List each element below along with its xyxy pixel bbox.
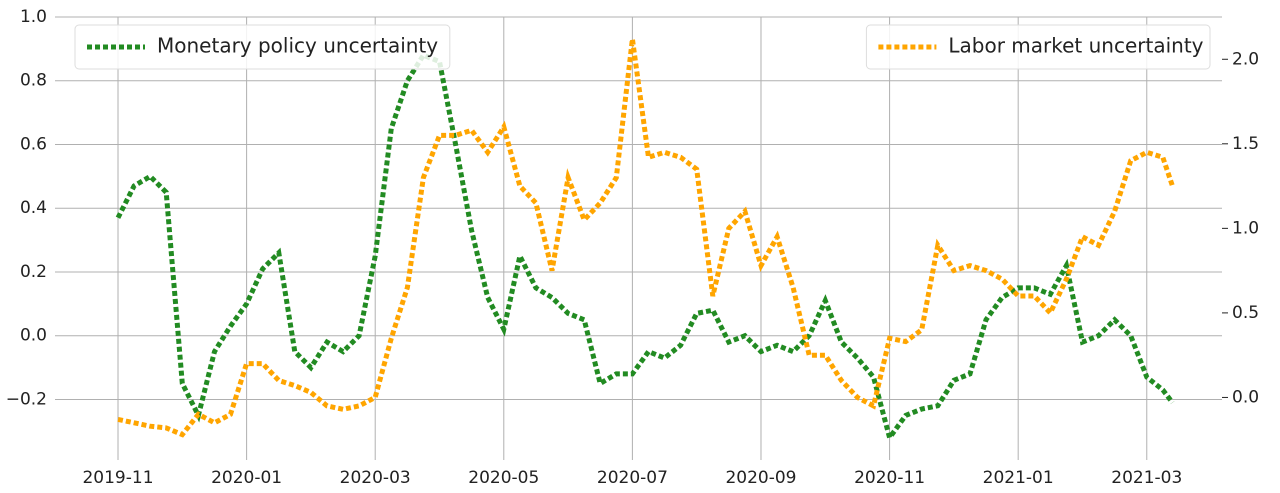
y2-tick-label: 1.0 [1232, 218, 1259, 238]
x-tick-label: 2020-05 [468, 468, 539, 488]
y2-tick-label: 2.0 [1232, 49, 1259, 69]
series-line [117, 38, 1175, 438]
legend-box [74, 24, 451, 70]
legend-label: Labor market uncertainty [948, 34, 1203, 58]
y-tick-label: 0.0 [20, 326, 47, 346]
y2-tick-label: 1.5 [1232, 134, 1259, 154]
x-tick-label: 2020-11 [854, 468, 925, 488]
x-tick-label: 2021-01 [983, 468, 1054, 488]
legend: Monetary policy uncertainty [74, 24, 451, 70]
x-tick-label: 2019-11 [82, 468, 153, 488]
x-tick-label: 2020-01 [211, 468, 282, 488]
y-tick-label: 0.8 [20, 71, 47, 91]
y-tick-label: 0.4 [20, 198, 47, 218]
x-tick-label: 2021-03 [1111, 468, 1182, 488]
y-tick-label: −0.2 [6, 389, 47, 409]
y-tick-label: 1.0 [20, 7, 47, 27]
legend: Labor market uncertainty [865, 24, 1211, 70]
x-tick-label: 2020-09 [725, 468, 796, 488]
y-tick-label: 0.6 [20, 134, 47, 154]
legend-label: Monetary policy uncertainty [157, 34, 438, 58]
x-tick-label: 2020-03 [340, 468, 411, 488]
y2-tick-label: 0.0 [1232, 387, 1259, 407]
y-tick-label: 0.2 [20, 262, 47, 282]
y2-tick-label: 0.5 [1232, 303, 1259, 323]
legend-box [865, 24, 1211, 70]
x-tick-label: 2020-07 [597, 468, 668, 488]
